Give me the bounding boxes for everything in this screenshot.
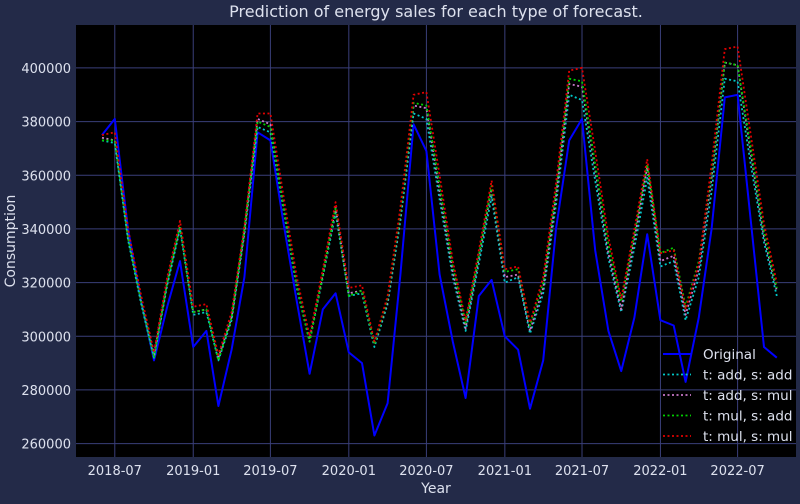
y-tick-label: 260000 [21,438,71,453]
y-tick-label: 300000 [21,330,71,345]
y-tick-label: 340000 [21,223,71,238]
chart-title: Prediction of energy sales for each type… [229,2,643,21]
y-tick-label: 380000 [21,116,71,131]
y-tick-label: 360000 [21,169,71,184]
x-tick-label: 2022-01 [633,464,687,479]
series-group [101,45,778,437]
legend-label: t: add, s: mul [703,388,792,404]
legend-label: t: mul, s: add [703,409,792,425]
x-tick-label: 2020-07 [399,464,453,479]
x-tick-label: 2019-01 [166,464,220,479]
x-tick-label: 2018-07 [88,464,142,479]
x-axis-ticks: 2018-07 2019-01 2019-07 2020-01 2020-07 2021-… [88,464,765,479]
legend-label: t: add, s: add [703,368,792,384]
x-tick-label: 2020-01 [322,464,376,479]
series-line-4 [101,45,778,356]
x-axis-label: Year [420,481,451,497]
legend-label: t: mul, s: mul [703,429,793,445]
y-axis-ticks: 260000 280000 300000 320000 340000 360000 3800… [21,62,71,453]
x-tick-label: 2019-07 [243,464,297,479]
x-tick-label: 2021-01 [478,464,532,479]
y-tick-label: 320000 [21,277,71,292]
series-line-0 [101,93,778,437]
x-tick-label: 2022-07 [710,464,764,479]
y-tick-label: 400000 [21,62,71,77]
series-line-3 [102,61,778,362]
legend-label: Original [703,347,756,363]
legend: Original t: add, s: add t: add, s: mul t: m… [663,347,793,445]
x-tick-label: 2021-07 [555,464,609,479]
y-axis-label: Consumption [3,195,19,288]
y-tick-label: 280000 [21,384,71,399]
